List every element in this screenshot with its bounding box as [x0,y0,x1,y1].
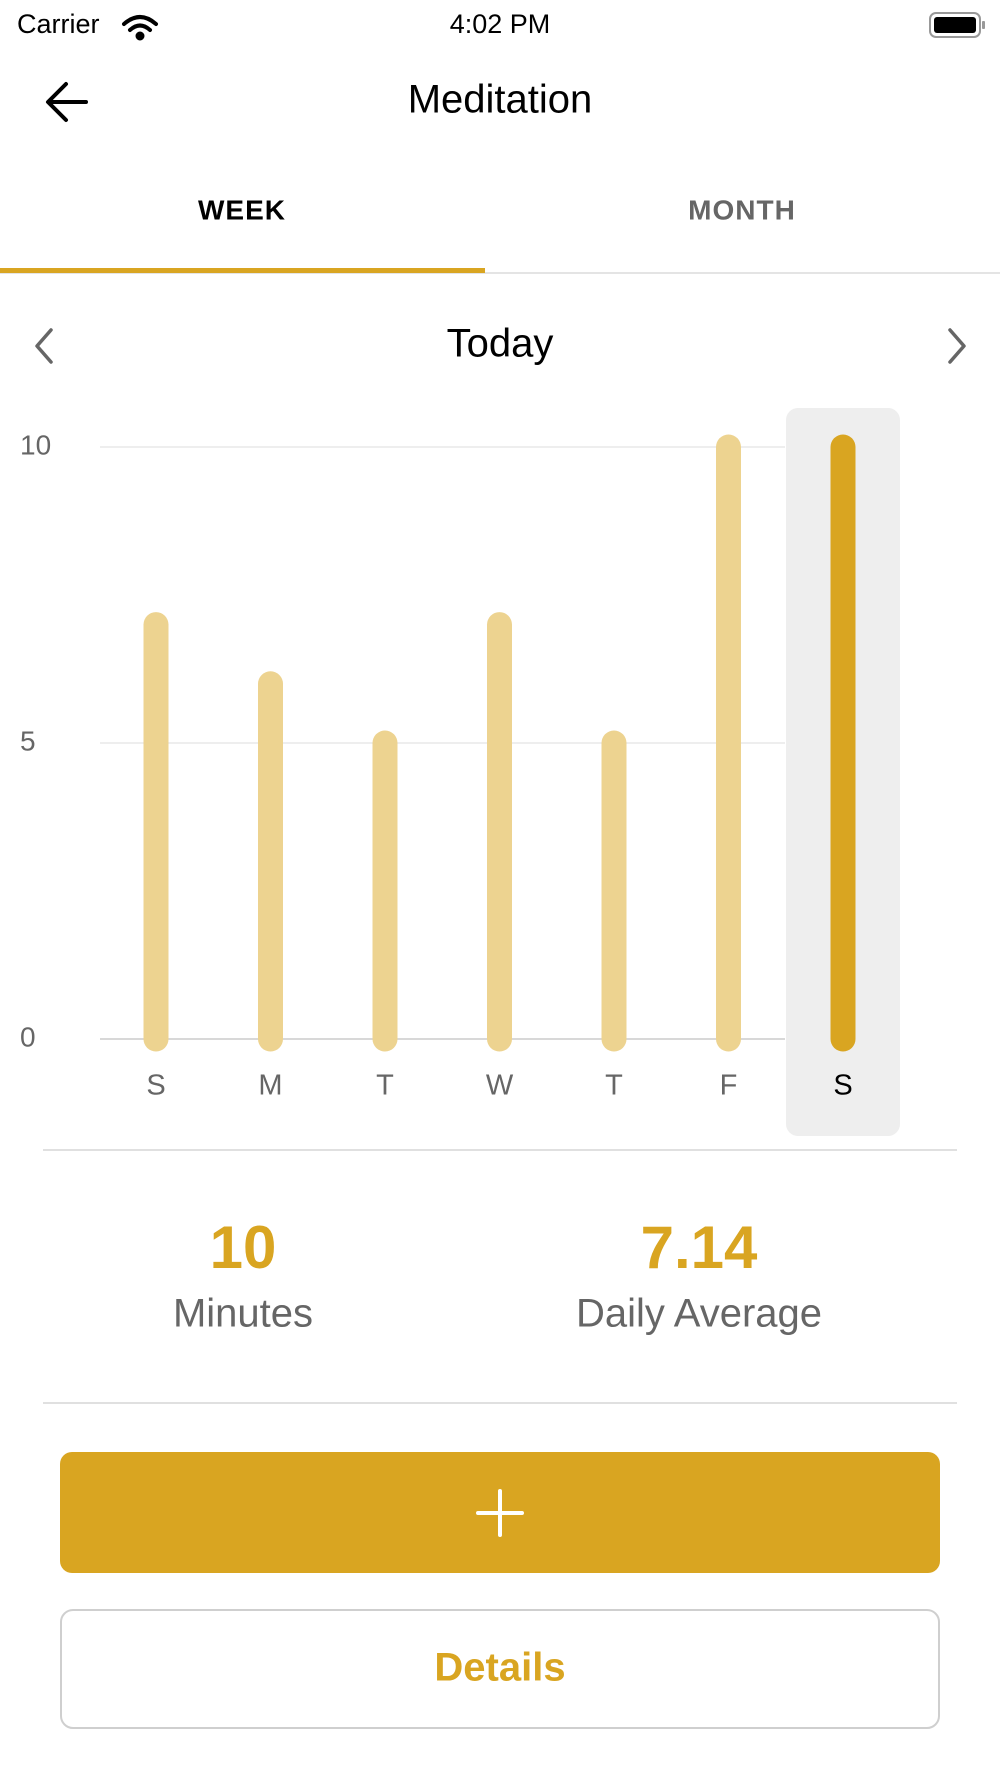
y-tick-label: 0 [20,1021,36,1052]
period-label: Today [447,322,554,366]
bar [601,730,627,1052]
x-tick-label: T [376,1070,394,1102]
clock: 4:02 PM [450,9,551,39]
bar [487,612,512,1052]
x-tick-label: T [605,1070,623,1102]
y-tick-label: 5 [20,725,36,756]
divider [43,1402,957,1404]
stat-value: 7.14 [641,1214,758,1281]
bar [372,730,398,1052]
next-button[interactable] [948,328,966,364]
page-title: Meditation [408,78,593,122]
x-tick-label: W [486,1070,514,1102]
prev-button[interactable] [35,328,53,364]
details-label: Details [434,1646,565,1690]
x-tick-label: S [833,1070,852,1102]
details-button[interactable]: Details [60,1609,940,1729]
chart: 0 5 10 S M T W T F S [20,408,900,1136]
stat-label: Daily Average [576,1292,822,1336]
bar [258,671,283,1052]
back-button[interactable] [46,82,88,122]
tab-week[interactable]: WEEK [198,194,286,225]
stat-label: Minutes [173,1292,313,1336]
y-tick-label: 10 [20,429,51,460]
tab-indicator [0,268,485,273]
tab-divider [0,272,1000,274]
x-tick-label: S [146,1070,165,1102]
tab-month[interactable]: MONTH [688,194,796,225]
x-tick-label: M [258,1070,282,1102]
stat-value: 10 [210,1214,277,1281]
bar [830,434,856,1052]
x-tick-label: F [720,1070,738,1102]
divider [43,1149,957,1151]
carrier: Carrier [17,9,100,39]
bar [716,434,741,1052]
battery-icon [929,12,985,38]
wifi-icon [122,15,158,41]
add-button[interactable] [60,1452,940,1573]
bar [143,612,169,1052]
